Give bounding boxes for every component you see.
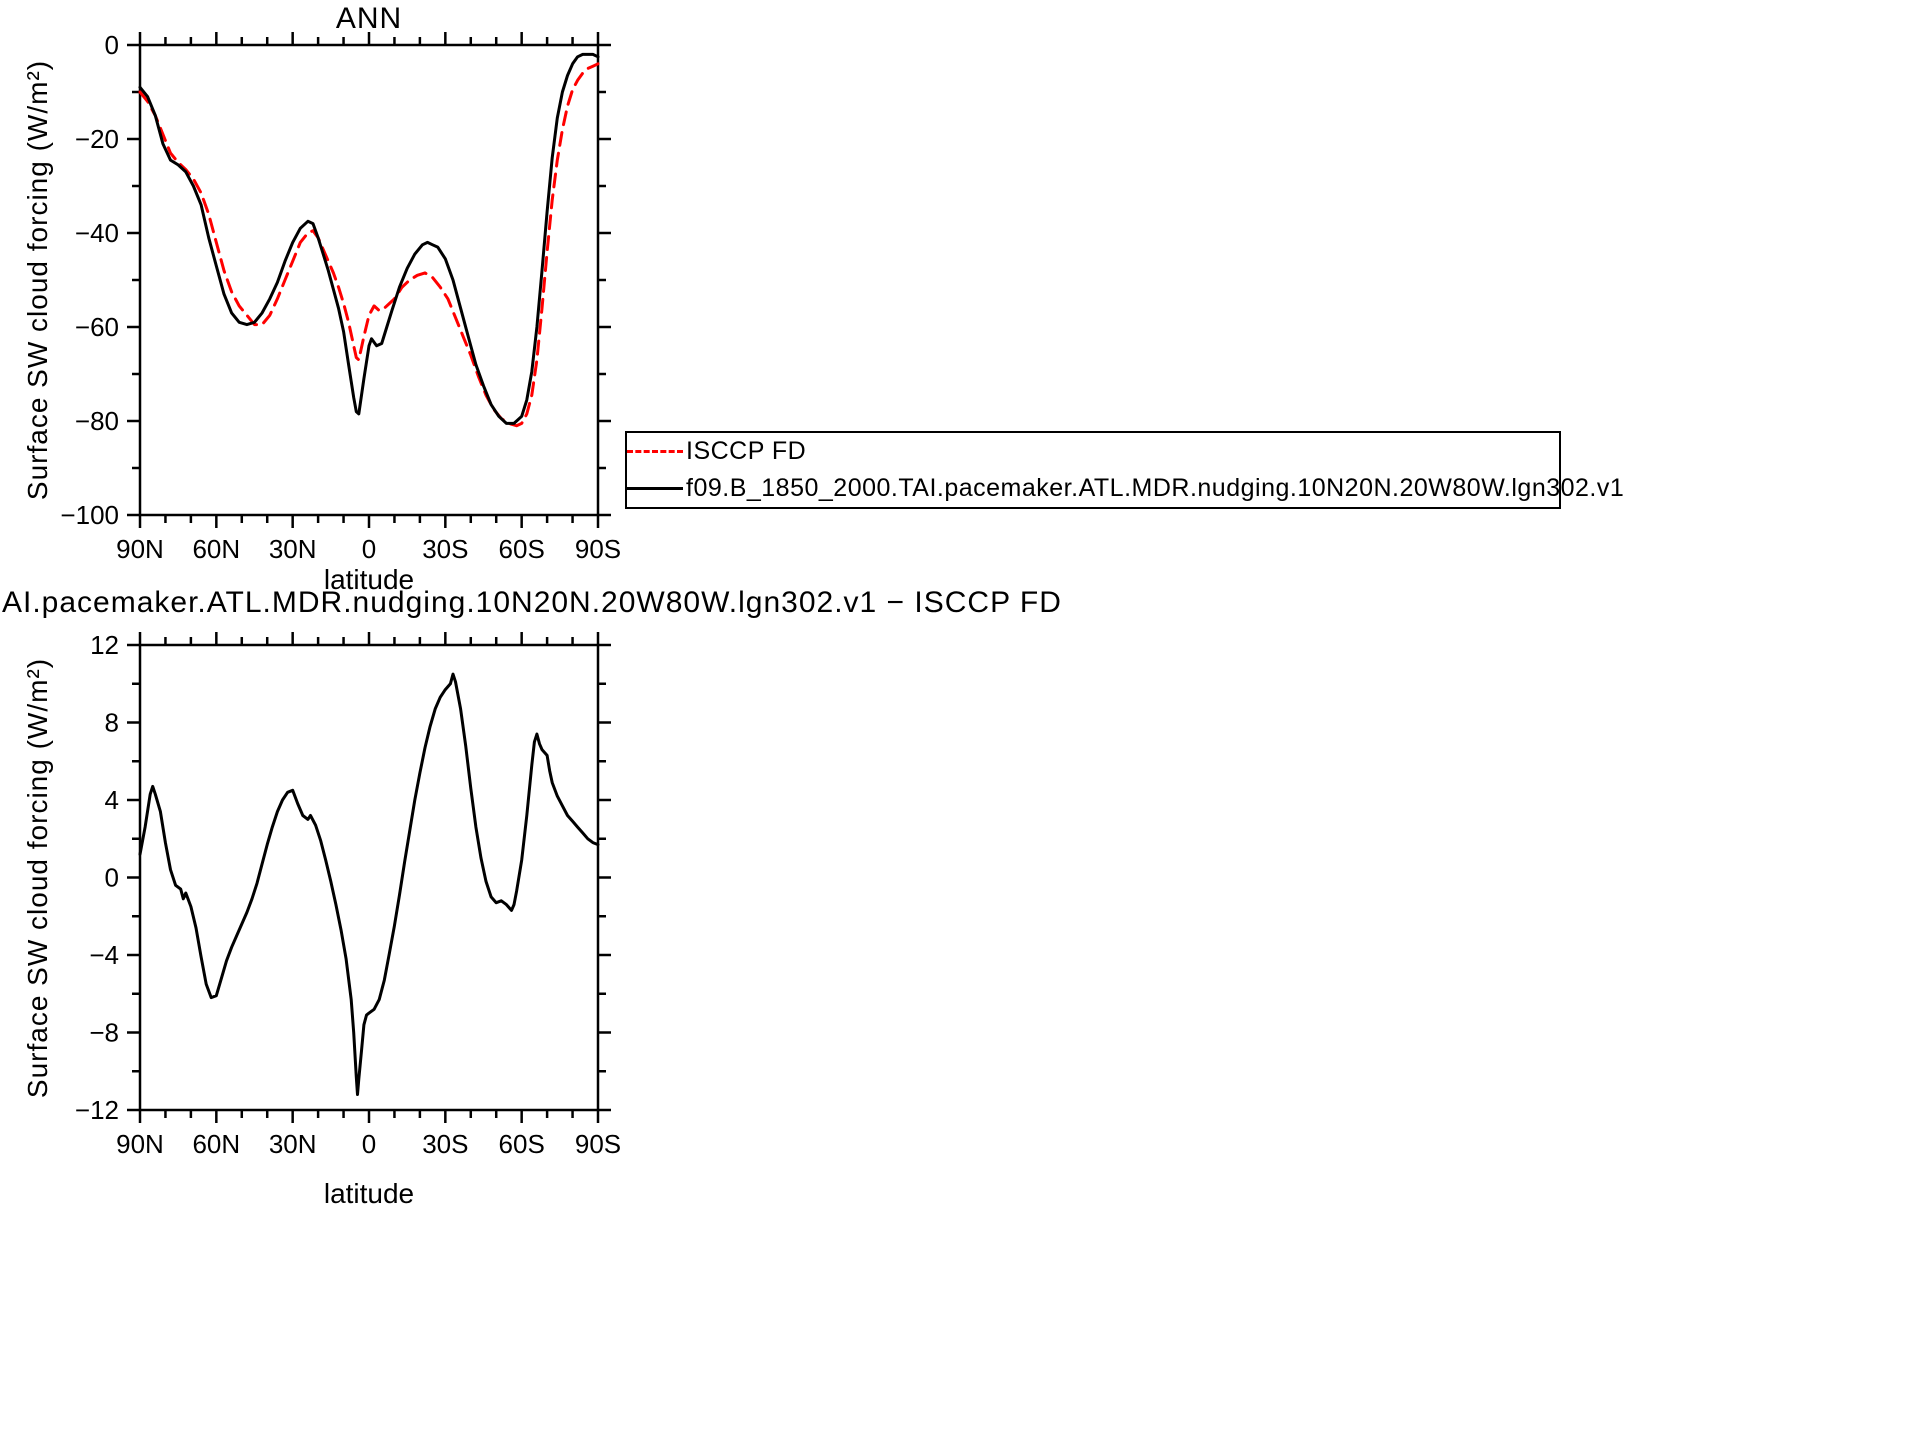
svg-text:60N: 60N xyxy=(192,1129,240,1159)
black-solid-line-sample-icon xyxy=(627,486,683,490)
legend-label-model: f09.B_1850_2000.TAI.pacemaker.ATL.MDR.nu… xyxy=(686,473,1625,502)
svg-text:60S: 60S xyxy=(499,1129,545,1159)
svg-text:0: 0 xyxy=(362,1129,376,1159)
legend-item-isccp: ISCCP FD xyxy=(627,434,1559,470)
svg-text:60S: 60S xyxy=(499,534,545,564)
svg-text:90N: 90N xyxy=(116,534,164,564)
top-chart-x-axis-label: latitude xyxy=(323,564,415,595)
svg-text:90S: 90S xyxy=(575,1129,621,1159)
svg-text:0: 0 xyxy=(362,534,376,564)
svg-text:0: 0 xyxy=(105,863,119,893)
svg-text:30N: 30N xyxy=(269,534,317,564)
bottom-chart-x-axis-label: latitude xyxy=(323,1178,415,1209)
legend-label-isccp: ISCCP FD xyxy=(686,437,807,466)
top-chart-title: ANN xyxy=(335,2,403,35)
top-chart-canvas: 90N 60N 30N 0 30S 60S 90S 0 −20 −40 −60 −80 −100 xyxy=(60,30,621,564)
svg-text:8: 8 xyxy=(105,708,119,738)
svg-text:−100: −100 xyxy=(60,500,119,530)
svg-text:90N: 90N xyxy=(116,1129,164,1159)
svg-text:90S: 90S xyxy=(575,534,621,564)
svg-text:−80: −80 xyxy=(75,406,119,436)
svg-text:30S: 30S xyxy=(422,1129,468,1159)
svg-text:−12: −12 xyxy=(75,1095,119,1125)
bottom-chart-canvas: 90N 60N 30N 0 30S 60S 90S 12 8 4 0 −4 −8 −12 xyxy=(75,630,621,1159)
svg-text:12: 12 xyxy=(90,630,119,660)
svg-text:60N: 60N xyxy=(192,534,240,564)
svg-text:−20: −20 xyxy=(75,124,119,154)
svg-text:4: 4 xyxy=(105,785,119,815)
svg-text:−4: −4 xyxy=(89,940,119,970)
bottom-chart-title: AI.pacemaker.ATL.MDR.nudging.10N20N.20W8… xyxy=(2,586,1062,619)
legend-box: ISCCP FD f09.B_1850_2000.TAI.pacemaker.A… xyxy=(625,431,1624,509)
legend-item-model: f09.B_1850_2000.TAI.pacemaker.ATL.MDR.nu… xyxy=(627,470,1624,506)
svg-text:30S: 30S xyxy=(422,534,468,564)
svg-text:−8: −8 xyxy=(89,1018,119,1048)
svg-text:30N: 30N xyxy=(269,1129,317,1159)
red-dashed-line-sample-icon xyxy=(627,450,683,454)
svg-text:−60: −60 xyxy=(75,312,119,342)
svg-text:0: 0 xyxy=(105,30,119,60)
svg-text:−40: −40 xyxy=(75,218,119,248)
